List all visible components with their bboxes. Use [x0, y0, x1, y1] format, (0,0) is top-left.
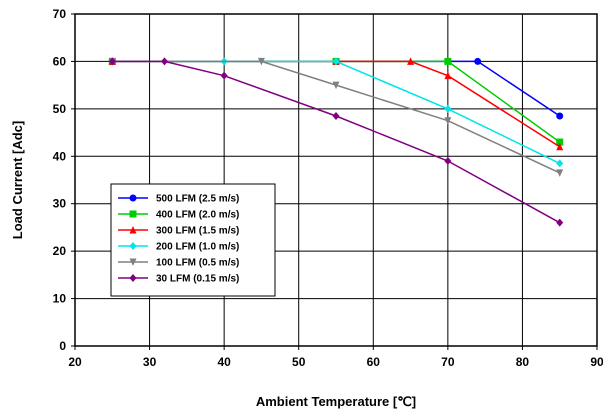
y-tick-label-6: 60	[53, 54, 67, 68]
legend-item-4: 100 LFM (0.5 m/s)	[118, 258, 239, 269]
series-2-point-2	[407, 57, 415, 65]
legend-swatch-marker-2	[129, 226, 137, 234]
series-5-point-1	[160, 57, 168, 66]
series-4-point-4	[556, 169, 564, 177]
x-tick-label-1: 30	[143, 355, 157, 369]
series-layer	[108, 57, 564, 227]
series-5-point-5	[556, 218, 564, 227]
series-0-point-2	[474, 57, 482, 65]
x-tick-label-4: 60	[367, 355, 381, 369]
x-tick-label-6: 80	[516, 355, 530, 369]
legend-swatch-marker-3	[129, 242, 137, 250]
x-axis-label: Ambient Temperature [℃]	[256, 394, 416, 409]
y-axis-label: Load Current [Adc]	[10, 121, 25, 239]
series-4-point-3	[444, 117, 452, 125]
legend-item-5: 30 LFM (0.15 m/s)	[118, 274, 239, 285]
series-3-point-2	[332, 57, 340, 66]
legend-label-0: 500 LFM (2.5 m/s)	[156, 194, 239, 205]
legend-label-2: 300 LFM (1.5 m/s)	[156, 226, 239, 237]
tick-labels: 20 30 40 50 60 70 80 90 0 10 20 30 40 50 60 70	[53, 7, 603, 369]
legend: 500 LFM (2.5 m/s) 400 LFM (2.0 m/s) 300 LF…	[110, 183, 276, 297]
y-tick-label-0: 0	[59, 339, 66, 353]
y-tick-label-1: 10	[53, 292, 67, 306]
x-tick-label-3: 50	[292, 355, 306, 369]
series-5-point-0	[108, 57, 116, 66]
x-tick-label-0: 20	[68, 355, 82, 369]
series-2-point-3	[444, 71, 452, 80]
legend-item-0: 500 LFM (2.5 m/s)	[118, 194, 239, 205]
legend-item-1: 400 LFM (2.0 m/s)	[118, 210, 239, 221]
y-tick-label-7: 70	[53, 7, 67, 21]
series-2-point-4	[556, 142, 564, 151]
legend-item-3: 200 LFM (1.0 m/s)	[118, 242, 239, 253]
series-0-point-3	[556, 112, 564, 120]
legend-label-5: 30 LFM (0.15 m/s)	[156, 274, 239, 285]
legend-label-1: 400 LFM (2.0 m/s)	[156, 210, 239, 221]
y-tick-label-5: 50	[53, 102, 67, 116]
legend-item-2: 300 LFM (1.5 m/s)	[118, 226, 239, 237]
series-5-point-4	[444, 157, 452, 166]
x-tick-label-2: 40	[217, 355, 231, 369]
legend-label-4: 100 LFM (0.5 m/s)	[156, 258, 239, 269]
legend-swatch-marker-4	[129, 258, 137, 266]
series-1-point-3	[556, 138, 564, 146]
x-tick-label-7: 90	[590, 355, 603, 369]
legend-swatch-marker-1	[129, 210, 137, 218]
y-tick-label-2: 20	[53, 244, 67, 258]
y-tick-label-3: 30	[53, 197, 67, 211]
series-3-point-4	[556, 159, 564, 168]
y-tick-label-4: 40	[53, 149, 67, 163]
axes	[71, 13, 598, 350]
series-4-point-2	[332, 81, 340, 90]
series-line-5	[112, 60, 561, 224]
plot-frame	[74, 13, 598, 347]
series-5	[108, 57, 564, 227]
legend-swatch-marker-0	[129, 194, 137, 202]
series-1-point-2	[444, 57, 452, 65]
series-3-point-3	[444, 104, 452, 113]
series-4-point-1	[257, 57, 265, 66]
legend-swatch-marker-5	[129, 274, 137, 282]
x-tick-label-5: 70	[441, 355, 455, 369]
series-5-point-2	[220, 71, 228, 80]
series-5-point-3	[332, 111, 340, 120]
legend-label-3: 200 LFM (1.0 m/s)	[156, 242, 239, 253]
